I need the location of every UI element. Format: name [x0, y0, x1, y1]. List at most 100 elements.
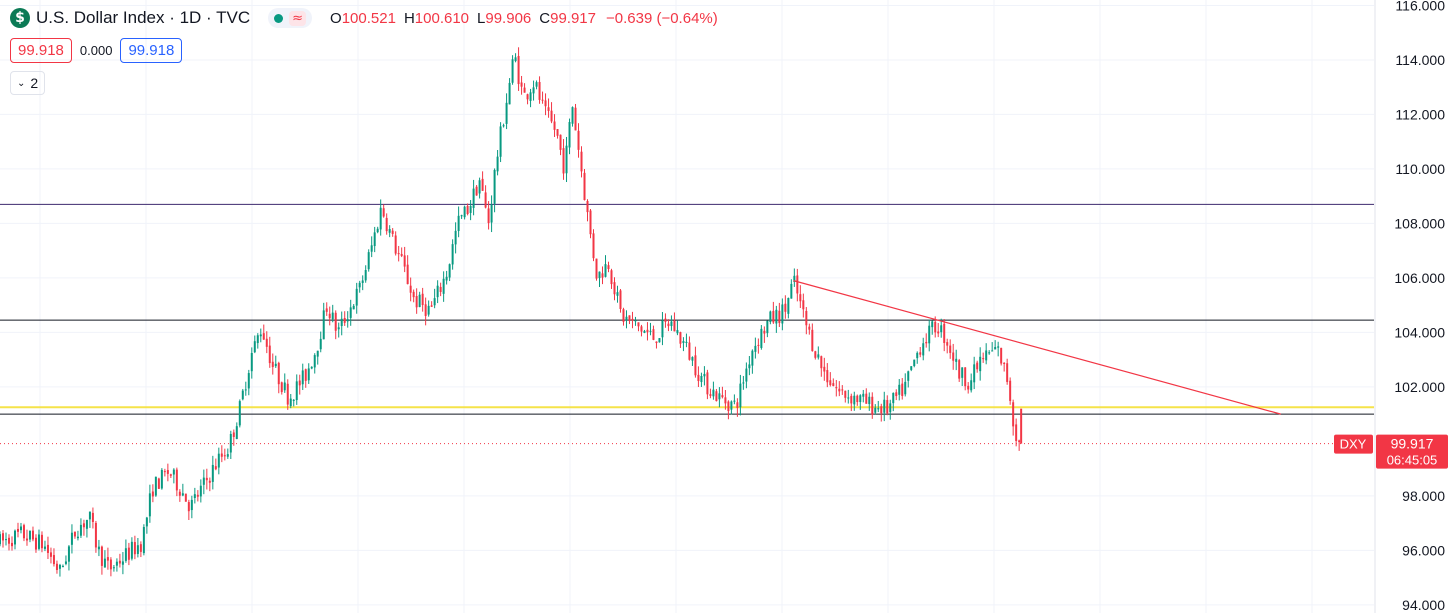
candle-body — [454, 230, 457, 245]
candle-body — [946, 342, 949, 346]
candle-body — [487, 208, 490, 224]
symbol-title[interactable]: U.S. Dollar Index · 1D · TVC — [36, 8, 251, 27]
candle-body — [316, 350, 319, 357]
candle-body — [382, 208, 385, 217]
candle-body — [157, 478, 160, 489]
candle-body — [802, 300, 805, 310]
market-status-pill[interactable]: ≈ — [268, 8, 313, 28]
candle-body — [847, 397, 850, 399]
descending-trendline — [793, 280, 1281, 415]
candle-body — [703, 373, 706, 377]
candle-body — [736, 402, 739, 408]
candle-body — [490, 204, 493, 223]
candle-body — [688, 342, 691, 360]
candle-body — [346, 319, 349, 322]
y-tick-label: 98.000 — [1402, 488, 1445, 504]
candle-body — [844, 390, 847, 398]
candle-body — [514, 57, 517, 62]
candle-body — [136, 545, 139, 554]
buy-price-button[interactable]: 99.918 — [120, 38, 183, 63]
candle-body — [133, 542, 136, 555]
candle-body — [277, 362, 280, 385]
candle-body — [772, 310, 775, 323]
candle-body — [229, 433, 232, 453]
candle-body — [322, 310, 325, 340]
candle-body — [109, 559, 112, 570]
candle-body — [379, 207, 382, 230]
candle-body — [817, 354, 820, 358]
candle-body — [814, 351, 817, 358]
candle-body — [49, 552, 52, 557]
candle-body — [127, 547, 130, 560]
candle-body — [616, 292, 619, 296]
candle-body — [505, 102, 508, 124]
candle-body — [526, 94, 529, 100]
candle-body — [427, 305, 430, 315]
y-tick-label: 106.000 — [1394, 270, 1445, 286]
candle-body — [721, 395, 724, 398]
candle-body — [1000, 347, 1003, 364]
candle-body — [793, 275, 796, 283]
candle-body — [613, 282, 616, 295]
candle-body — [658, 338, 661, 343]
candle-body — [358, 282, 361, 288]
candle-body — [685, 341, 688, 343]
y-tick-label: 94.000 — [1402, 597, 1445, 613]
candle-body — [61, 565, 64, 567]
candle-body — [781, 304, 784, 324]
candle-body — [718, 393, 721, 400]
candle-body — [826, 370, 829, 383]
candle-body — [253, 341, 256, 353]
candle-body — [463, 206, 466, 218]
candle-body — [568, 122, 571, 148]
symbol-badge-label: DXY — [1340, 437, 1367, 452]
candle-body — [955, 358, 958, 362]
chart-header: $ U.S. Dollar Index · 1D · TVC ≈ O100.52… — [10, 8, 718, 28]
candle-body — [469, 205, 472, 213]
candle-body — [637, 322, 640, 327]
candle-body — [985, 350, 988, 361]
candle-body — [823, 366, 826, 372]
candle-body — [331, 312, 334, 320]
price-axis[interactable]: 116.000 114.000 112.000 110.000 108.000 106.0… — [1374, 0, 1456, 613]
candle-body — [535, 82, 538, 87]
trade-price-boxes: 99.918 0.000 99.918 — [10, 38, 183, 63]
candle-body — [178, 491, 181, 496]
candle-body — [910, 366, 913, 370]
close-value: 99.917 — [550, 9, 596, 27]
candle-body — [79, 524, 82, 536]
candle-body — [283, 382, 286, 391]
candle-body — [430, 305, 433, 307]
dollar-logo-icon: $ — [10, 8, 30, 28]
indicators-count: 2 — [30, 75, 39, 91]
candle-body — [880, 406, 883, 414]
candle-body — [700, 375, 703, 383]
candle-body — [940, 325, 943, 333]
candle-body — [838, 388, 841, 392]
candle-body — [649, 330, 652, 332]
indicators-toggle-button[interactable]: ⌄ 2 — [10, 71, 46, 95]
candle-body — [724, 397, 727, 404]
candle-body — [883, 399, 886, 413]
candle-body — [262, 333, 265, 340]
candle-body — [655, 341, 658, 344]
candle-body — [250, 352, 253, 372]
candle-body — [967, 385, 970, 390]
candle-body — [208, 480, 211, 483]
candle-body — [892, 392, 895, 404]
candle-body — [106, 557, 109, 561]
candle-body — [280, 382, 283, 393]
candle-body — [301, 370, 304, 385]
candle-body — [856, 395, 859, 403]
candle-body — [0, 534, 1, 545]
candle-body — [937, 331, 940, 334]
candle-body — [172, 469, 175, 475]
candle-body — [904, 381, 907, 395]
candle-body — [889, 403, 892, 413]
market-open-dot-icon — [274, 13, 284, 23]
candle-body — [712, 389, 715, 397]
y-tick-label: 116.000 — [1395, 0, 1445, 13]
sell-price-button[interactable]: 99.918 — [10, 38, 72, 63]
y-tick-label: 112.000 — [1395, 106, 1445, 122]
